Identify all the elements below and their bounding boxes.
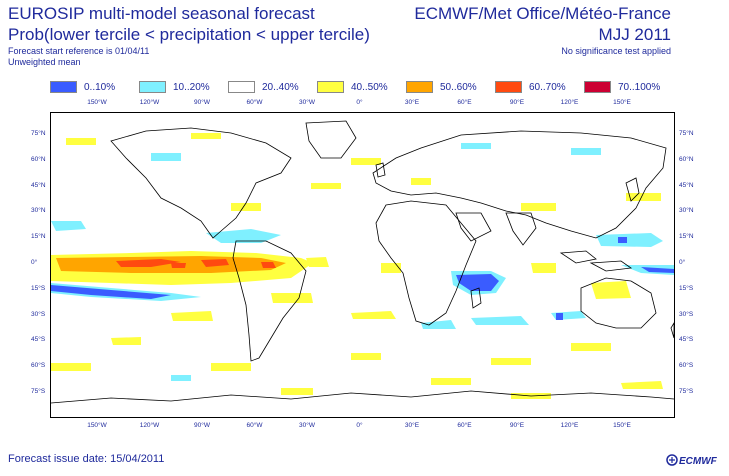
legend-label: 60..70% bbox=[529, 81, 566, 93]
legend-label: 50..60% bbox=[440, 81, 477, 93]
world-map bbox=[50, 113, 675, 417]
legend-swatch bbox=[584, 81, 611, 93]
lon-label: 120°W bbox=[139, 99, 160, 106]
lat-label: 75°N bbox=[679, 130, 694, 137]
lat-label: 75°S bbox=[679, 388, 694, 395]
lon-label: 90°E bbox=[509, 99, 525, 106]
lon-label: 120°W bbox=[139, 422, 160, 429]
legend-swatch bbox=[317, 81, 344, 93]
ecmwf-logo: ECMWF bbox=[666, 453, 722, 467]
weighting-label: Unweighted mean bbox=[8, 57, 81, 67]
map-frame bbox=[50, 112, 675, 418]
lat-label: 60°N bbox=[31, 155, 46, 163]
lon-label: 60°W bbox=[246, 99, 263, 106]
lat-label: 0° bbox=[31, 259, 38, 266]
legend-item: 70..100% bbox=[584, 80, 660, 94]
lat-label: 75°S bbox=[31, 388, 46, 395]
lon-label: 90°W bbox=[194, 422, 210, 429]
forecast-start-reference: Forecast start reference is 01/04/11 bbox=[8, 46, 150, 56]
ecmwf-logo-icon: ECMWF bbox=[666, 454, 718, 467]
coastlines bbox=[50, 120, 675, 404]
lon-label: 120°E bbox=[560, 422, 579, 429]
lat-label: 15°S bbox=[679, 284, 694, 292]
lon-label: 30°E bbox=[404, 422, 420, 429]
legend-label: 20..40% bbox=[262, 81, 299, 93]
main-title: EUROSIP multi-model seasonal forecast bbox=[8, 4, 315, 23]
lon-label: 90°E bbox=[509, 422, 525, 429]
lat-label: 15°N bbox=[679, 233, 694, 241]
lon-label: 60°E bbox=[457, 99, 472, 106]
lon-label: 150°W bbox=[87, 99, 107, 106]
lat-label: 45°N bbox=[31, 181, 46, 189]
legend-item: 40..50% bbox=[317, 80, 388, 94]
legend-swatch bbox=[50, 81, 77, 93]
legend-swatch bbox=[228, 81, 255, 93]
lat-label: 75°N bbox=[31, 130, 46, 137]
lon-label: 150°E bbox=[613, 422, 631, 429]
lat-label: 60°S bbox=[31, 362, 46, 370]
svg-text:ECMWF: ECMWF bbox=[679, 456, 718, 467]
lon-label: 120°E bbox=[560, 99, 579, 106]
lon-label: 30°E bbox=[404, 99, 420, 106]
legend-item: 0..10% bbox=[50, 80, 115, 94]
subtitle: Prob(lower tercile < precipitation < upp… bbox=[8, 25, 370, 44]
legend-item: 10..20% bbox=[139, 80, 210, 94]
lat-label: 15°S bbox=[31, 284, 46, 292]
lon-label: 60°W bbox=[246, 422, 263, 429]
lat-label: 0° bbox=[679, 259, 686, 266]
legend-swatch bbox=[139, 81, 166, 93]
lon-label: 150°W bbox=[87, 422, 107, 429]
legend-item: 20..40% bbox=[228, 80, 299, 94]
lat-label: 60°S bbox=[679, 362, 694, 370]
legend: 0..10% 10..20% 20..40% 40..50% 50..60% 60..70… bbox=[50, 80, 675, 94]
legend-swatch bbox=[495, 81, 522, 93]
lon-label: 30°W bbox=[299, 422, 315, 429]
legend-label: 0..10% bbox=[84, 81, 116, 93]
lat-label: 45°S bbox=[679, 336, 694, 344]
legend-item: 60..70% bbox=[495, 80, 566, 94]
lat-label: 45°S bbox=[31, 336, 46, 344]
significance-note: No significance test applied bbox=[561, 46, 671, 56]
lon-label: 90°W bbox=[194, 99, 210, 106]
lon-label: 150°E bbox=[613, 99, 631, 106]
legend-label: 70..100% bbox=[618, 81, 661, 93]
legend-label: 40..50% bbox=[351, 81, 388, 93]
forecast-issue-date: Forecast issue date: 15/04/2011 bbox=[8, 453, 165, 465]
lon-label: 0° bbox=[356, 422, 363, 429]
probability-shading bbox=[51, 133, 674, 399]
lat-label: 30°N bbox=[31, 207, 46, 215]
lat-label: 15°N bbox=[31, 233, 46, 241]
forecast-period: MJJ 2011 bbox=[598, 25, 671, 44]
lat-label: 45°N bbox=[679, 181, 694, 189]
lat-label: 30°N bbox=[679, 207, 694, 215]
lat-label: 60°N bbox=[679, 155, 694, 163]
lat-label: 30°S bbox=[31, 310, 46, 318]
lon-label: 30°W bbox=[299, 99, 315, 106]
legend-label: 10..20% bbox=[173, 81, 210, 93]
lon-label: 60°E bbox=[457, 422, 472, 429]
lat-label: 30°S bbox=[679, 310, 694, 318]
legend-swatch bbox=[406, 81, 433, 93]
lon-label: 0° bbox=[356, 99, 363, 106]
legend-item: 50..60% bbox=[406, 80, 477, 94]
centre-names: ECMWF/Met Office/Météo-France bbox=[414, 4, 671, 23]
